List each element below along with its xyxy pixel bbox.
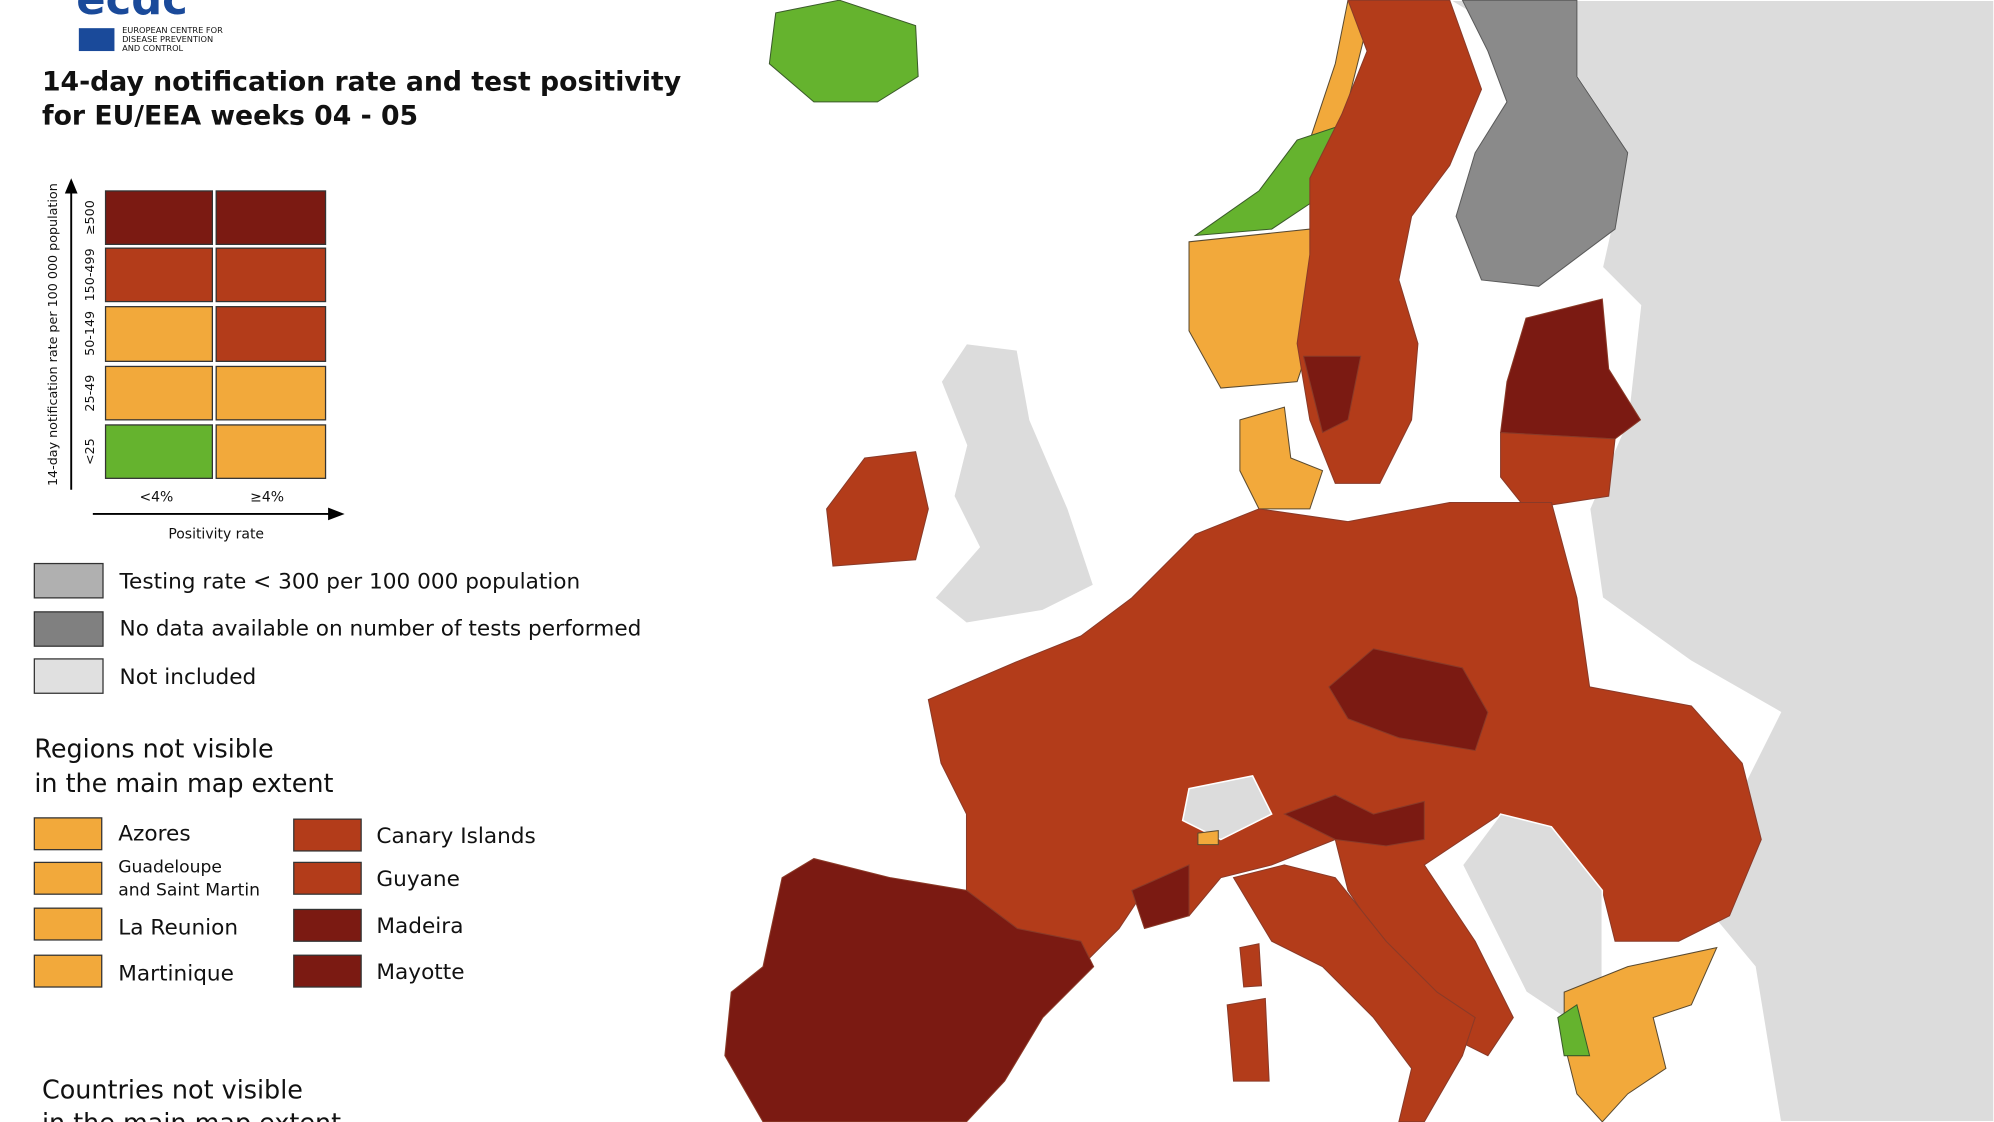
region-label: Canary Islands <box>376 824 535 849</box>
denmark <box>1239 406 1324 510</box>
col-label: ≥4% <box>250 489 284 505</box>
sardinia <box>1226 997 1270 1082</box>
iberia <box>724 858 1095 1122</box>
logo: ecdc <box>76 0 188 25</box>
x-axis-label: Positivity rate <box>168 526 264 542</box>
finland <box>1455 0 1629 287</box>
arrow-head <box>64 178 78 194</box>
region-swatch <box>293 908 362 942</box>
row-label: ≥500 <box>82 200 97 235</box>
regions-title: in the main map extent <box>34 768 333 798</box>
cell <box>104 365 214 421</box>
cell <box>104 424 214 479</box>
baltics-north <box>1500 298 1642 440</box>
cell <box>104 306 214 362</box>
region-swatch <box>293 861 362 895</box>
region-swatch <box>33 817 103 851</box>
region-label: Mayotte <box>376 960 464 985</box>
cell <box>215 190 327 245</box>
france-south <box>1131 864 1190 930</box>
region-swatch <box>33 907 103 941</box>
cell <box>215 365 327 421</box>
row-label: 150-499 <box>82 248 97 301</box>
lithuania <box>1500 432 1616 510</box>
org-line: DISEASE PREVENTION <box>122 34 213 44</box>
matrix: 14-day notification rate per 100 000 pop… <box>45 178 345 542</box>
region-swatch <box>293 954 362 988</box>
row-label: <25 <box>82 438 97 465</box>
region-label: Martinique <box>118 961 234 986</box>
sweden-south <box>1302 355 1362 434</box>
cell <box>215 424 327 479</box>
albania <box>1557 1003 1591 1057</box>
region-label: Madeira <box>376 914 463 939</box>
ireland <box>826 451 929 567</box>
row-label: 25-49 <box>82 375 97 412</box>
region-label: La Reunion <box>118 916 238 941</box>
region-label: and Saint Martin <box>118 880 260 900</box>
cell <box>104 190 214 245</box>
legend-swatch <box>33 611 104 647</box>
legend-swatch <box>33 562 104 599</box>
y-axis-label: 14-day notification rate per 100 000 pop… <box>45 183 60 486</box>
legend-swatch <box>33 658 104 694</box>
iceland <box>768 0 919 103</box>
region-swatch <box>33 954 103 988</box>
regions: Regions not visible in the main map exte… <box>33 733 536 988</box>
region-swatch <box>293 818 362 852</box>
org-line: EUROPEAN CENTRE FOR <box>122 25 223 35</box>
corsica <box>1239 943 1263 988</box>
uk <box>933 342 1095 625</box>
col-label: <4% <box>139 489 173 505</box>
cell <box>104 247 214 303</box>
cell <box>215 306 327 362</box>
map <box>724 0 1994 1122</box>
region-label: Guyane <box>376 867 459 892</box>
legend: Testing rate < 300 per 100 000 populatio… <box>33 562 642 694</box>
cell <box>215 247 327 303</box>
row-label: 50-149 <box>82 311 97 356</box>
continent <box>927 501 1762 1057</box>
region-swatch <box>33 861 103 895</box>
title: for EU/EEA weeks 04 - 05 <box>42 101 418 132</box>
czechia <box>1328 648 1489 752</box>
org-line: AND CONTROL <box>122 43 183 53</box>
legend-label: Not included <box>120 665 257 690</box>
switzerland <box>1181 775 1273 841</box>
title: 14-day notification rate and test positi… <box>42 66 681 97</box>
legend-label: No data available on number of tests per… <box>120 617 642 642</box>
italy <box>1232 864 1476 1122</box>
arrow-head <box>328 507 345 521</box>
eu-flag <box>78 28 115 52</box>
regions-title: Regions not visible <box>34 733 273 763</box>
geneva <box>1197 830 1219 846</box>
legend-label: Testing rate < 300 per 100 000 populatio… <box>119 570 581 595</box>
austria-part <box>1283 794 1425 847</box>
countries-title: in the main map extent <box>42 1107 341 1122</box>
greece <box>1563 946 1718 1122</box>
countries-title: Countries not visible <box>42 1074 303 1104</box>
region-label: Guadeloupe <box>118 857 222 877</box>
region-label: Azores <box>118 821 190 846</box>
